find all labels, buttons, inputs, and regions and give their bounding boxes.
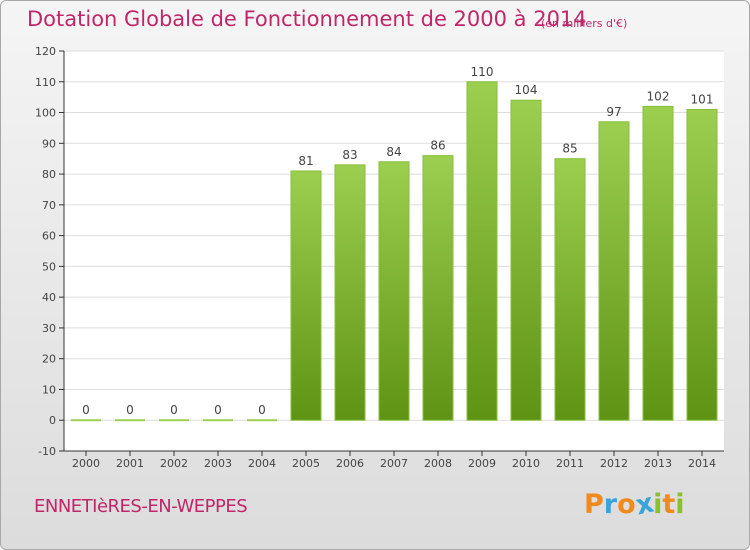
data-label-2004: 0 <box>258 403 266 417</box>
logo-letter: P <box>584 489 604 520</box>
logo-letter: i <box>675 489 685 520</box>
data-label-2014: 101 <box>691 92 714 106</box>
x-tick-label-2004: 2004 <box>248 457 276 470</box>
data-label-2006: 83 <box>342 148 357 162</box>
data-label-2003: 0 <box>214 403 222 417</box>
x-tick-label-2000: 2000 <box>72 457 100 470</box>
x-tick-label-2010: 2010 <box>512 457 540 470</box>
bar-2002 <box>159 419 189 422</box>
bar-2011 <box>554 158 586 421</box>
bar-2014 <box>686 108 718 421</box>
x-tick-label-2006: 2006 <box>336 457 364 470</box>
y-tick-label: 80 <box>42 168 56 181</box>
x-tick-label-2011: 2011 <box>556 457 584 470</box>
bar-2007 <box>378 161 410 421</box>
y-tick-label: -10 <box>38 445 56 458</box>
logo-letter: i <box>653 489 663 520</box>
x-tick-label-2013: 2013 <box>644 457 672 470</box>
data-label-2012: 97 <box>606 105 621 119</box>
logo-letter: o <box>617 489 636 520</box>
chart-title: Dotation Globale de Fonctionnement de 20… <box>27 7 587 31</box>
data-label-2010: 104 <box>515 83 538 97</box>
bar-2004 <box>247 419 277 422</box>
y-tick-label: 120 <box>35 45 56 58</box>
y-tick-label: 50 <box>42 260 56 273</box>
y-tick-label: 0 <box>49 414 56 427</box>
bar-2013 <box>642 105 674 421</box>
data-label-2002: 0 <box>170 403 178 417</box>
y-tick-label: 30 <box>42 322 56 335</box>
bar-2003 <box>203 419 233 422</box>
y-tick-label: 70 <box>42 199 56 212</box>
x-tick-label-2002: 2002 <box>160 457 188 470</box>
y-tick-label: 20 <box>42 353 56 366</box>
bar-2008 <box>422 155 454 421</box>
data-label-2009: 110 <box>471 65 494 79</box>
data-label-2008: 86 <box>430 139 445 153</box>
x-tick-label-2005: 2005 <box>292 457 320 470</box>
bar-2005 <box>290 170 322 421</box>
bar-2010 <box>510 99 542 421</box>
y-tick-label: 110 <box>35 76 56 89</box>
x-tick-label-2001: 2001 <box>116 457 144 470</box>
data-label-2013: 102 <box>647 89 670 103</box>
proxiti-logo[interactable]: Proxiti <box>584 488 685 522</box>
data-label-2007: 84 <box>386 145 401 159</box>
bar-2012 <box>598 121 630 421</box>
y-tick-label: 60 <box>42 230 56 243</box>
bars: 0 0 0 0 0 81 83 84 86 110 104 85 97 102 101 <box>71 65 718 422</box>
y-tick-label: 40 <box>42 291 56 304</box>
y-tick-label: 100 <box>35 107 56 120</box>
x-tick-label-2009: 2009 <box>468 457 496 470</box>
x-tick-label-2003: 2003 <box>204 457 232 470</box>
y-tick-label: 90 <box>42 137 56 150</box>
commune-name: ENNETIèRES-EN-WEPPES <box>34 496 248 517</box>
bar-2001 <box>115 419 145 422</box>
logo-letter: t <box>662 489 676 520</box>
bar-2006 <box>334 164 366 421</box>
x-tick-label-2014: 2014 <box>688 457 716 470</box>
y-tick-label: 10 <box>42 383 56 396</box>
x-tick-label-2008: 2008 <box>424 457 452 470</box>
logo-letter: r <box>603 489 618 520</box>
x-tick-label-2007: 2007 <box>380 457 408 470</box>
x-tick-label-2012: 2012 <box>600 457 628 470</box>
chart-unit-label: (en milliers d'€) <box>541 17 628 30</box>
data-label-2005: 81 <box>298 154 313 168</box>
bar-2000 <box>71 419 101 422</box>
data-label-2011: 85 <box>562 142 577 156</box>
data-label-2001: 0 <box>126 403 134 417</box>
bar-2009 <box>466 81 498 421</box>
data-label-2000: 0 <box>82 403 90 417</box>
